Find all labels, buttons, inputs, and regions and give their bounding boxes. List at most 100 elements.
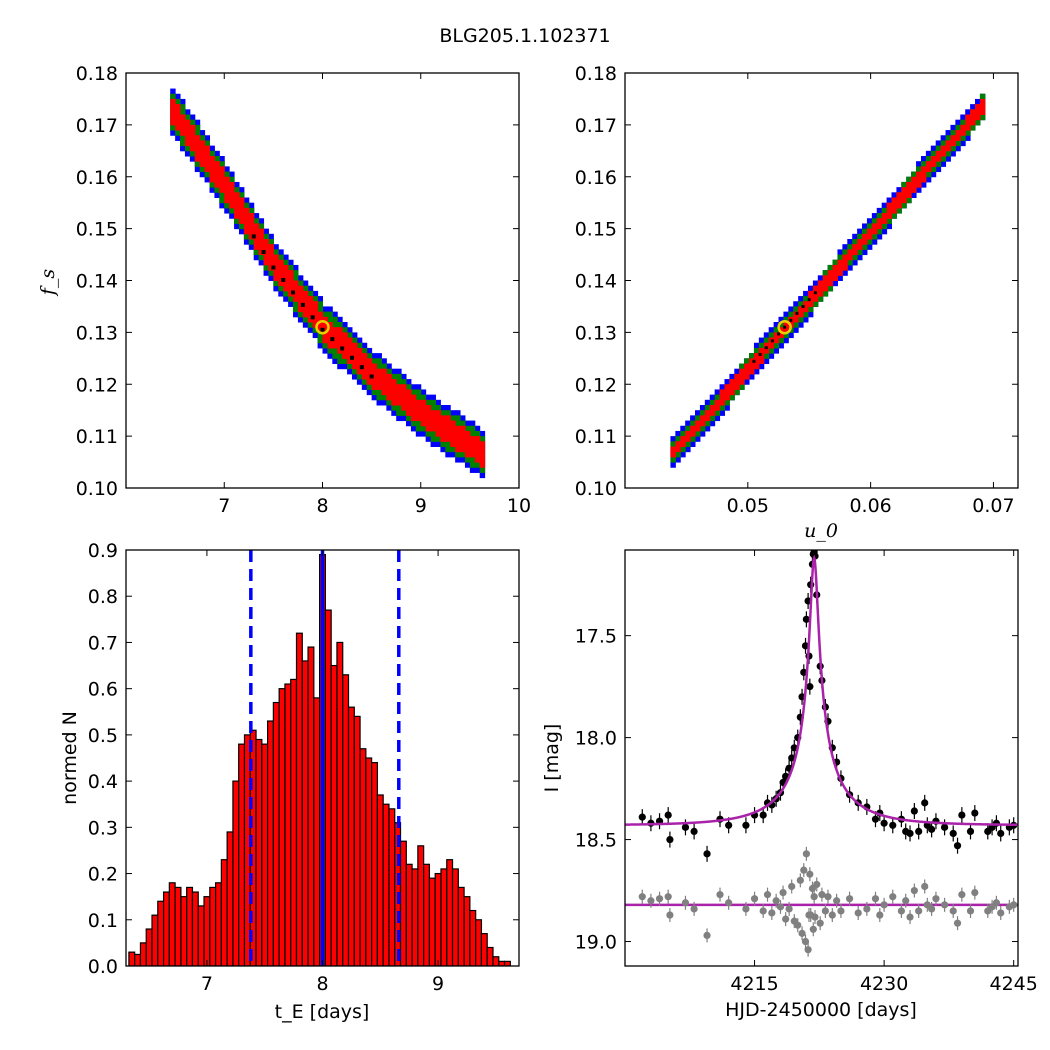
cell-2sigma — [219, 161, 225, 167]
cell-1sigma — [455, 425, 461, 432]
cell-1sigma — [253, 244, 260, 250]
cell-1sigma — [822, 275, 829, 281]
cell-1sigma — [837, 264, 843, 271]
cell-1sigma — [862, 239, 868, 245]
y-tick-label: 17.5 — [575, 626, 617, 648]
cell-3sigma — [975, 98, 981, 105]
cell-3sigma — [229, 171, 235, 178]
cell-3sigma — [803, 290, 809, 297]
cell-3sigma — [469, 420, 476, 427]
cell-1sigma — [469, 441, 476, 447]
cell-1sigma — [837, 270, 843, 276]
cell-1sigma — [381, 368, 387, 375]
cell-1sigma — [302, 306, 309, 313]
x-tick-label: 7 — [201, 973, 213, 995]
cell-2sigma — [180, 109, 186, 115]
y-tick-label: 0.10 — [76, 478, 118, 500]
residual-point — [802, 850, 810, 858]
cell-1sigma — [248, 233, 255, 240]
cell-3sigma — [258, 218, 265, 224]
cell-1sigma — [238, 213, 245, 219]
residual-point — [863, 905, 871, 913]
cell-2sigma — [935, 161, 942, 167]
residual-point — [638, 893, 646, 901]
histogram-bar — [191, 891, 199, 966]
residual-point — [716, 891, 724, 899]
cell-3sigma — [699, 405, 706, 411]
histogram-bar — [301, 660, 309, 966]
cell-3sigma — [199, 130, 206, 136]
cell-1sigma — [391, 384, 397, 390]
cell-3sigma — [460, 456, 466, 463]
cell-1sigma — [381, 389, 387, 396]
cell-1sigma — [381, 373, 387, 380]
cell-1sigma — [170, 98, 176, 105]
cell-2sigma — [283, 290, 289, 297]
cell-1sigma — [199, 156, 206, 162]
cell-3sigma — [807, 285, 814, 292]
cell-1sigma — [347, 337, 353, 344]
cell-1sigma — [685, 430, 691, 437]
cell-1sigma — [699, 415, 706, 422]
cell-3sigma — [847, 239, 853, 245]
cell-3sigma — [224, 166, 230, 173]
cell-1sigma — [273, 254, 279, 261]
cell-2sigma — [234, 187, 240, 193]
cell-2sigma — [670, 456, 676, 463]
cell-2sigma — [906, 197, 912, 204]
cell-3sigma — [837, 249, 843, 256]
residual-point — [837, 907, 845, 915]
cell-2sigma — [361, 379, 368, 385]
cell-2sigma — [415, 425, 422, 432]
cell-1sigma — [297, 301, 304, 307]
cell-1sigma — [739, 373, 745, 380]
residual-point — [816, 919, 824, 927]
cell-3sigma — [253, 213, 260, 219]
cell-3sigma — [783, 311, 789, 318]
cell-2sigma — [238, 192, 245, 198]
cell-1sigma — [866, 233, 873, 240]
cell-3sigma — [842, 244, 848, 250]
cell-2sigma — [940, 140, 947, 147]
cell-2sigma — [293, 270, 299, 276]
cell-2sigma — [347, 332, 353, 339]
residual-point — [813, 880, 821, 889]
cell-2sigma — [450, 415, 456, 422]
cell-1sigma — [406, 394, 412, 401]
cell-1sigma — [440, 430, 446, 437]
cell-3sigma — [337, 316, 343, 323]
y-tick-label: 0.12 — [76, 374, 118, 396]
cell-3sigma — [386, 405, 392, 411]
cell-1sigma — [381, 379, 387, 385]
histogram-bar — [134, 953, 142, 966]
cell-1sigma — [901, 187, 907, 193]
cell-2sigma — [847, 244, 853, 250]
cell-3sigma — [744, 379, 750, 385]
cell-1sigma — [356, 368, 363, 375]
cell-2sigma — [469, 462, 476, 468]
y-tick-label: 0.6 — [88, 679, 118, 701]
cell-1sigma — [753, 358, 760, 364]
histogram-bar — [382, 803, 390, 966]
best-fit-cell — [789, 318, 793, 322]
cell-1sigma — [327, 342, 333, 349]
cell-1sigma — [204, 150, 211, 157]
cell-2sigma — [857, 249, 863, 256]
cell-1sigma — [366, 373, 373, 380]
data-point — [997, 829, 1005, 838]
cell-1sigma — [184, 140, 191, 147]
y-tick-label: 0.12 — [575, 374, 617, 396]
cell-2sigma — [229, 207, 235, 214]
residual-point — [845, 895, 854, 903]
cell-1sigma — [386, 389, 392, 396]
y-tick-label: 0.17 — [575, 115, 617, 137]
cell-3sigma — [763, 332, 770, 339]
cell-3sigma — [351, 332, 358, 339]
cell-2sigma — [396, 379, 402, 385]
cell-1sigma — [891, 202, 897, 209]
cell-1sigma — [744, 363, 750, 370]
cell-3sigma — [474, 425, 481, 432]
histogram-bar — [295, 632, 303, 966]
residual-point — [804, 946, 812, 954]
cell-1sigma — [175, 124, 181, 131]
